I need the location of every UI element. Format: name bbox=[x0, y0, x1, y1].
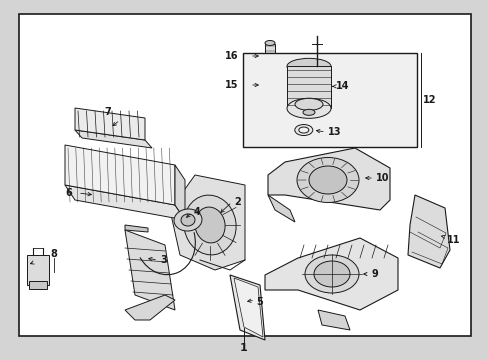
Ellipse shape bbox=[313, 261, 349, 287]
Bar bbox=[243, 53, 416, 147]
Polygon shape bbox=[170, 175, 244, 270]
Ellipse shape bbox=[195, 207, 224, 243]
Ellipse shape bbox=[181, 214, 195, 226]
Ellipse shape bbox=[264, 63, 275, 69]
Polygon shape bbox=[175, 165, 184, 220]
Polygon shape bbox=[125, 295, 175, 320]
Text: 15: 15 bbox=[224, 80, 238, 90]
Polygon shape bbox=[234, 278, 263, 337]
Text: 3: 3 bbox=[160, 255, 166, 265]
Text: 7: 7 bbox=[104, 107, 111, 117]
Ellipse shape bbox=[183, 195, 236, 255]
Polygon shape bbox=[75, 130, 152, 148]
Ellipse shape bbox=[294, 98, 323, 110]
Ellipse shape bbox=[264, 40, 274, 45]
Bar bbox=[29, 281, 47, 289]
Bar bbox=[27, 255, 49, 285]
Ellipse shape bbox=[298, 127, 308, 133]
Polygon shape bbox=[264, 238, 397, 310]
Ellipse shape bbox=[296, 158, 358, 202]
Bar bbox=[264, 44, 274, 66]
Polygon shape bbox=[65, 185, 184, 220]
Text: 10: 10 bbox=[375, 173, 389, 183]
Text: 9: 9 bbox=[371, 269, 378, 279]
Ellipse shape bbox=[286, 58, 330, 74]
Text: 16: 16 bbox=[224, 51, 238, 61]
Ellipse shape bbox=[305, 255, 358, 293]
Ellipse shape bbox=[294, 125, 312, 135]
Circle shape bbox=[275, 80, 284, 88]
Text: 6: 6 bbox=[65, 188, 72, 198]
Bar bbox=[286, 66, 330, 108]
Polygon shape bbox=[65, 145, 175, 205]
Bar bbox=[264, 78, 283, 92]
Text: 11: 11 bbox=[446, 235, 460, 245]
Polygon shape bbox=[267, 195, 294, 222]
Polygon shape bbox=[317, 310, 349, 330]
Text: 8: 8 bbox=[50, 249, 57, 259]
Text: 12: 12 bbox=[422, 95, 435, 105]
Polygon shape bbox=[125, 225, 148, 232]
Text: 5: 5 bbox=[256, 297, 262, 307]
Ellipse shape bbox=[303, 109, 314, 115]
Text: 14: 14 bbox=[335, 81, 349, 91]
Ellipse shape bbox=[308, 166, 346, 194]
Text: 13: 13 bbox=[327, 127, 341, 137]
Polygon shape bbox=[229, 275, 264, 340]
Text: 2: 2 bbox=[234, 197, 240, 207]
Polygon shape bbox=[75, 108, 145, 140]
Text: 1: 1 bbox=[240, 343, 247, 353]
Bar bbox=[19, 14, 470, 336]
Text: 4: 4 bbox=[194, 207, 201, 217]
Bar bbox=[275, 80, 287, 90]
Ellipse shape bbox=[174, 209, 202, 231]
Polygon shape bbox=[407, 195, 449, 268]
Ellipse shape bbox=[286, 98, 330, 118]
Polygon shape bbox=[267, 148, 389, 210]
Polygon shape bbox=[125, 230, 175, 310]
